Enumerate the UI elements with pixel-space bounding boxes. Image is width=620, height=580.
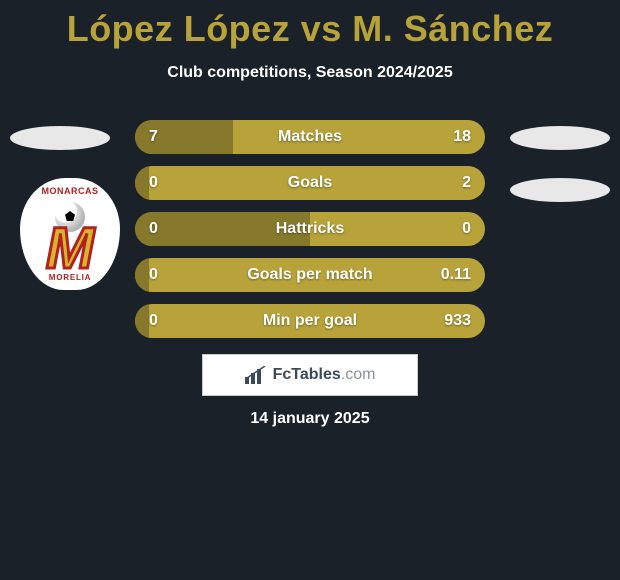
stat-row: 0Goals per match0.11 <box>135 258 485 292</box>
comparison-bars: 7Matches180Goals20Hattricks00Goals per m… <box>135 120 485 350</box>
brand-bars-icon <box>245 366 267 384</box>
club-right-crest-placeholder <box>510 178 610 202</box>
stat-right-value: 2 <box>462 166 471 200</box>
stat-right-value: 933 <box>444 304 471 338</box>
crest-city: MORELIA <box>20 273 120 282</box>
crest-club-name: MONARCAS <box>24 186 116 196</box>
brand-name: FcTables <box>273 366 341 383</box>
stat-label: Goals <box>135 166 485 200</box>
stat-label: Hattricks <box>135 212 485 246</box>
crest-letter: M <box>46 224 94 273</box>
date: 14 january 2025 <box>0 410 620 428</box>
subtitle: Club competitions, Season 2024/2025 <box>0 64 620 82</box>
stat-row: 0Min per goal933 <box>135 304 485 338</box>
stat-label: Matches <box>135 120 485 154</box>
stat-right-value: 0 <box>462 212 471 246</box>
stat-label: Min per goal <box>135 304 485 338</box>
player-left-photo-placeholder <box>10 126 110 150</box>
page-title: López López vs M. Sánchez <box>0 0 620 50</box>
stat-right-value: 18 <box>453 120 471 154</box>
stat-row: 7Matches18 <box>135 120 485 154</box>
stat-row: 0Hattricks0 <box>135 212 485 246</box>
brand-logo: FcTables.com <box>202 354 418 396</box>
brand-tld: .com <box>341 366 376 383</box>
club-left-crest: MONARCAS M MORELIA <box>20 178 120 290</box>
player-right-photo-placeholder <box>510 126 610 150</box>
stat-right-value: 0.11 <box>441 258 471 292</box>
stat-label: Goals per match <box>135 258 485 292</box>
stat-row: 0Goals2 <box>135 166 485 200</box>
